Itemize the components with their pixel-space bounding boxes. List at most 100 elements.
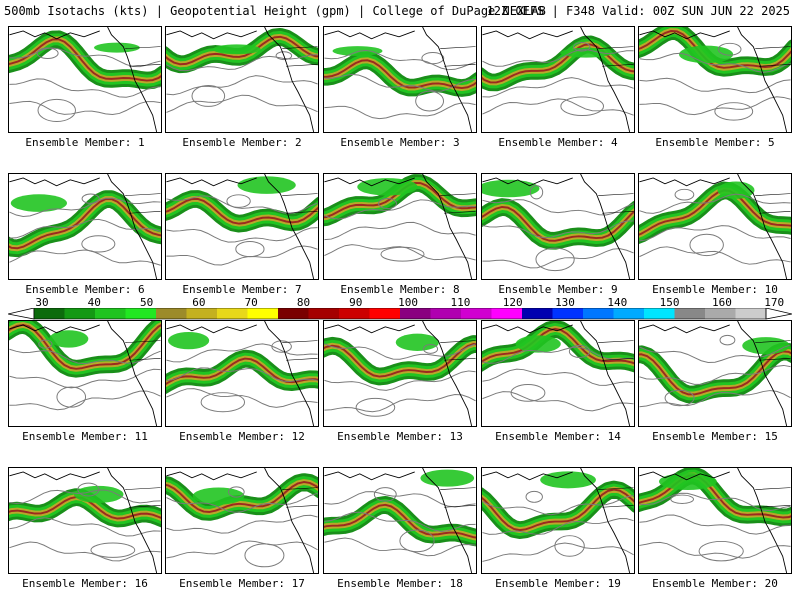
ensemble-member-label: Ensemble Member: 3 (340, 136, 460, 149)
coastline (737, 468, 788, 573)
ensemble-panel: Ensemble Member: 12 (165, 320, 319, 443)
scale-label: 90 (349, 296, 363, 309)
jet-streak (420, 469, 475, 487)
ensemble-panel: Ensemble Member: 3 (323, 26, 477, 149)
ensemble-map (8, 173, 162, 280)
coastline-north (639, 30, 730, 40)
jet-streak (742, 337, 790, 355)
ensemble-member-label: Ensemble Member: 16 (22, 577, 148, 590)
coastline-north (166, 471, 257, 481)
borders (598, 487, 634, 508)
ensemble-panel: Ensemble Member: 16 (8, 467, 162, 590)
borders (282, 46, 318, 67)
jet-streak (73, 485, 124, 503)
borders (755, 487, 791, 508)
coastline (580, 174, 631, 279)
height-contours (166, 194, 318, 266)
coastline-north (324, 177, 415, 187)
jet-stream (166, 473, 318, 521)
height-contours (639, 42, 791, 121)
borders (282, 340, 318, 361)
coastline (422, 321, 473, 426)
coastline-north (9, 177, 100, 187)
jet-stream (9, 30, 161, 90)
ensemble-panel: Ensemble Member: 6 (8, 173, 162, 296)
scale-label: 30 (35, 296, 49, 309)
ensemble-panel: Ensemble Member: 15 (638, 320, 792, 443)
coastline (422, 468, 473, 573)
coastline-north (639, 471, 730, 481)
ensemble-map (481, 26, 635, 133)
coastline-north (639, 324, 730, 334)
scale-label: 160 (711, 296, 732, 309)
jet-streak (168, 331, 210, 350)
ensemble-panel: Ensemble Member: 17 (165, 467, 319, 590)
ensemble-member-label: Ensemble Member: 18 (337, 577, 463, 590)
ensemble-map (165, 173, 319, 280)
jet-streak (540, 471, 596, 489)
coastline (580, 468, 631, 573)
scale-label: 50 (139, 296, 154, 309)
jet-stream (166, 190, 318, 233)
jet-streak (482, 179, 540, 198)
ensemble-member-label: Ensemble Member: 8 (340, 283, 460, 296)
jet-streak (10, 194, 67, 212)
scale-left-arrow (8, 308, 35, 320)
scale-color-box (400, 308, 431, 319)
ensemble-member-label: Ensemble Member: 12 (179, 430, 305, 443)
scale-color-box (247, 308, 279, 319)
coastline-north (639, 177, 730, 187)
coastline-north (9, 30, 100, 40)
ensemble-map (481, 320, 635, 427)
height-contours (324, 487, 476, 557)
borders (282, 487, 318, 508)
ensemble-panel: Ensemble Member: 19 (481, 467, 635, 590)
scale-color-box (461, 308, 492, 319)
ensemble-member-label: Ensemble Member: 1 (25, 136, 145, 149)
scale-label: 100 (398, 296, 419, 309)
height-contours (639, 188, 791, 265)
scale-color-box (156, 308, 187, 319)
height-contours (639, 492, 791, 562)
scale-color-box (125, 308, 157, 319)
ensemble-member-label: Ensemble Member: 9 (498, 283, 618, 296)
scale-label: 60 (192, 296, 206, 309)
borders (440, 46, 476, 67)
coastline (422, 174, 473, 279)
coastline (107, 174, 158, 279)
jet-streak (658, 473, 717, 491)
scale-color-box (552, 308, 584, 319)
scale-color-box (522, 308, 553, 319)
ensemble-map (165, 320, 319, 427)
height-contours (482, 490, 634, 562)
ensemble-panel: Ensemble Member: 8 (323, 173, 477, 296)
jet-stream (639, 342, 791, 404)
coastline-north (166, 324, 257, 334)
scale-color-box (95, 308, 126, 319)
jet-stream (324, 335, 476, 386)
ensemble-member-label: Ensemble Member: 11 (22, 430, 148, 443)
ensemble-map (481, 467, 635, 574)
coastline (107, 321, 158, 426)
jet-streak (49, 330, 89, 348)
height-contours (9, 47, 161, 122)
coastline (422, 27, 473, 132)
ensemble-member-label: Ensemble Member: 4 (498, 136, 618, 149)
ensemble-map (165, 26, 319, 133)
scale-color-box (583, 308, 614, 319)
jet-streak (192, 487, 245, 505)
ensemble-panel: Ensemble Member: 10 (638, 173, 792, 296)
ensemble-panel: Ensemble Member: 9 (481, 173, 635, 296)
borders (125, 46, 161, 67)
ensemble-panel: Ensemble Member: 4 (481, 26, 635, 149)
ensemble-map (8, 467, 162, 574)
jet-stream (482, 480, 634, 539)
scale-bar (8, 308, 792, 320)
borders (598, 46, 634, 67)
coastline (264, 321, 315, 426)
isotach-color-scale: 30 40 50 60 70 80 90 100 110 120 130 140 150 160 170 (8, 296, 792, 322)
borders (125, 340, 161, 361)
coastline (264, 174, 315, 279)
scale-color-box (64, 308, 96, 319)
scale-color-box (430, 308, 462, 319)
